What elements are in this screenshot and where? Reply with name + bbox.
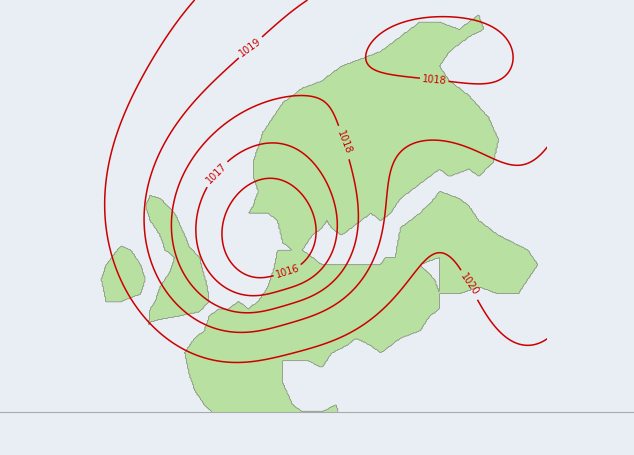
Text: 1016: 1016 — [275, 263, 301, 280]
Text: 1018: 1018 — [335, 129, 353, 156]
Text: 1018: 1018 — [422, 74, 447, 86]
Text: 1017: 1017 — [204, 161, 229, 186]
Text: Sa 25-05-2024 06:00 UTC (12+18): Sa 25-05-2024 06:00 UTC (12+18) — [424, 419, 628, 432]
Text: 1020: 1020 — [458, 272, 481, 298]
Text: Surface pressure [hPa] Arpege-eu: Surface pressure [hPa] Arpege-eu — [6, 419, 206, 432]
Text: © weatheronline.co.uk: © weatheronline.co.uk — [508, 440, 628, 450]
Text: 1019: 1019 — [238, 36, 263, 59]
